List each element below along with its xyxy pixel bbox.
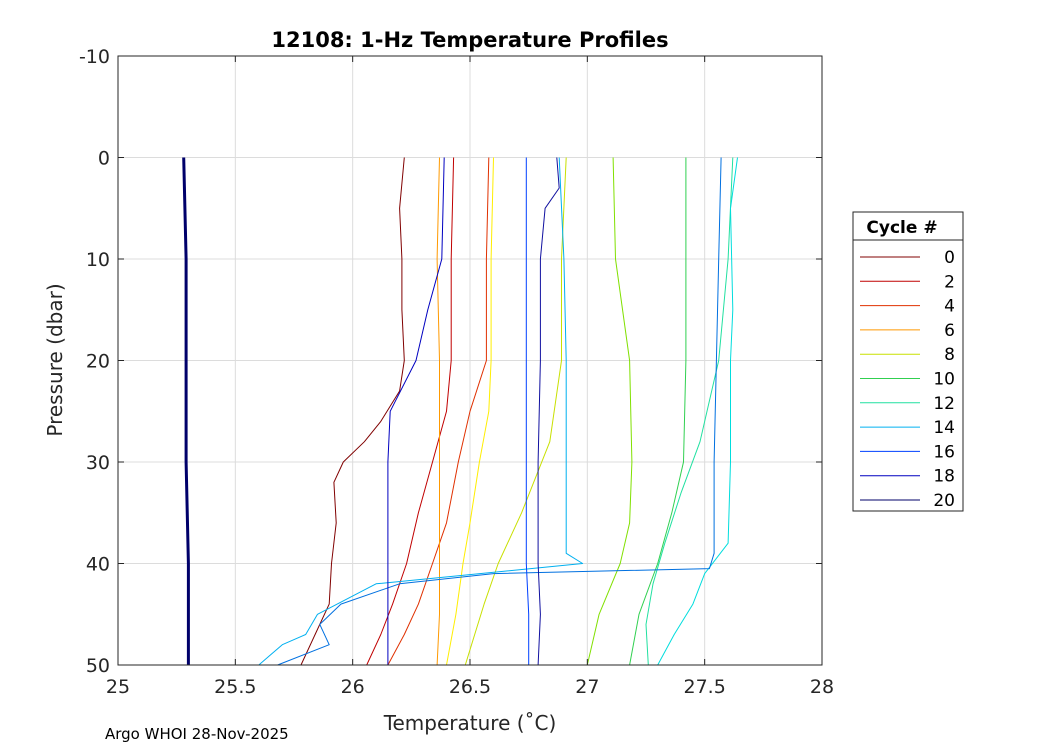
- y-tick-label: 20: [86, 351, 110, 373]
- legend-label: 2: [944, 272, 955, 292]
- series-line-cycle-17: [525, 157, 530, 665]
- series-line-cycle-12: [629, 157, 687, 666]
- series-line-cycle-13: [645, 157, 734, 666]
- y-tick-label: 10: [86, 249, 110, 271]
- series-line-cycle-6: [436, 157, 440, 666]
- legend-label: 12: [933, 394, 955, 414]
- series-line-cycle-0: [300, 157, 405, 666]
- x-tick-label: 25.5: [214, 676, 256, 698]
- legend-items: 0 2 4 6 8 10 12 14 16 18 20: [860, 248, 955, 511]
- x-tick-label: 27.5: [684, 676, 726, 698]
- legend-label: 8: [944, 345, 955, 365]
- series-line-cycle-10: [464, 157, 567, 666]
- legend-box: [852, 211, 964, 512]
- footer-credit: Argo WHOI 28-Nov-2025: [105, 725, 289, 743]
- series-group: [182, 157, 738, 666]
- grid: [118, 56, 822, 665]
- y-tick-label: 30: [86, 452, 110, 474]
- series-line-cycle-18: [387, 157, 445, 665]
- series-line-cycle-20: [182, 157, 190, 665]
- x-tick-label: 28: [810, 676, 834, 698]
- series-line-cycle-4: [387, 157, 490, 666]
- y-tick-label: -10: [79, 46, 110, 68]
- x-axis-ticks: 25 25.5 26 26.5 27 27.5 28: [106, 56, 834, 698]
- y-axis-label: Pressure (dbar): [43, 283, 67, 436]
- legend-label: 4: [944, 297, 955, 317]
- x-axis-label: Temperature (˚C): [383, 711, 557, 735]
- series-line-cycle-19: [537, 157, 560, 666]
- legend-label: 14: [933, 418, 955, 438]
- legend-label: 20: [933, 491, 955, 511]
- y-axis-ticks: -10 0 10 20 30 40 50: [79, 46, 822, 677]
- legend: Cycle # 0 2 4 6 8 10 12 14 16 18 20: [852, 211, 964, 512]
- legend-title: Cycle #: [866, 218, 937, 238]
- series-line-cycle-2: [366, 157, 455, 666]
- chart-title: 12108: 1-Hz Temperature Profiles: [271, 28, 668, 52]
- x-tick-label: 25: [106, 676, 130, 698]
- series-line-cycle-16: [277, 157, 722, 666]
- x-tick-label: 26: [341, 676, 365, 698]
- legend-label: 18: [933, 467, 955, 487]
- x-tick-label: 27: [575, 676, 599, 698]
- series-line-cycle-14: [657, 157, 738, 666]
- y-tick-label: 0: [98, 148, 110, 170]
- series-line-cycle-15: [258, 157, 584, 666]
- legend-label: 6: [944, 321, 955, 341]
- x-tick-label: 26.5: [449, 676, 491, 698]
- y-tick-label: 50: [86, 655, 110, 677]
- legend-label: 16: [933, 442, 955, 462]
- legend-label: 0: [944, 248, 955, 268]
- series-line-cycle-11: [586, 157, 633, 666]
- legend-label: 10: [933, 370, 955, 390]
- y-tick-label: 40: [86, 554, 110, 576]
- series-line-cycle-8: [446, 157, 494, 666]
